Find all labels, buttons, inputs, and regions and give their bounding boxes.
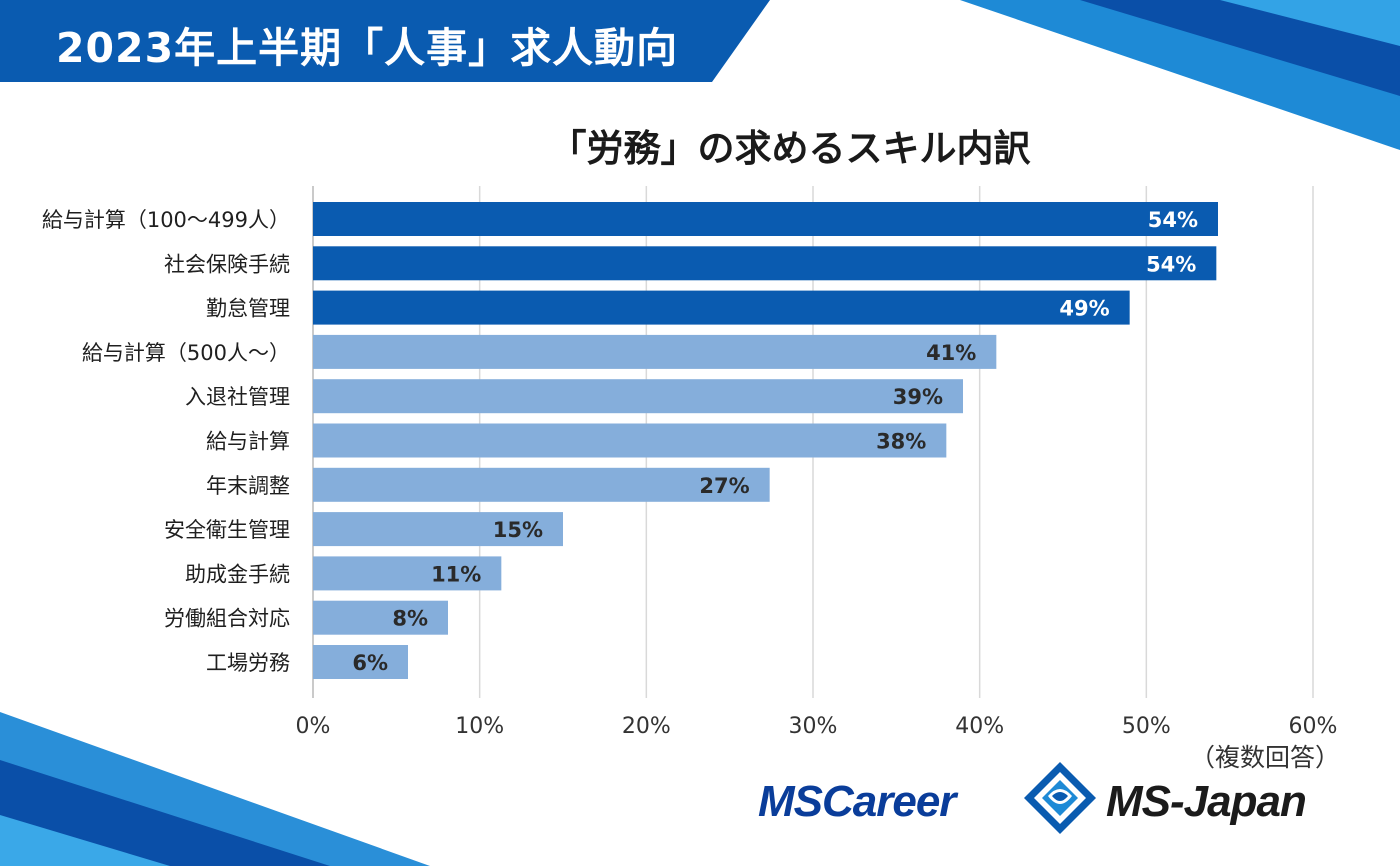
category-label: 給与計算	[206, 430, 290, 454]
top-right-stripe-sky	[1220, 0, 1400, 46]
bar	[313, 556, 502, 591]
category-label: 入退社管理	[185, 385, 290, 409]
bottom-left-stripe-dark	[0, 760, 330, 866]
x-tick-label: 10%	[455, 714, 504, 739]
bar	[313, 290, 1130, 325]
header-banner	[0, 0, 770, 82]
bar	[313, 423, 947, 458]
x-tick-label: 50%	[1122, 714, 1171, 739]
x-tick-label: 40%	[955, 714, 1004, 739]
bottom-left-stripe-sky	[0, 815, 170, 866]
data-label: 15%	[493, 518, 543, 542]
data-label: 38%	[876, 430, 926, 454]
category-label: 安全衛生管理	[164, 518, 290, 542]
data-label: 39%	[893, 385, 943, 409]
data-label: 6%	[352, 651, 388, 675]
category-label: 助成金手続	[185, 562, 290, 586]
category-label: 給与計算（500人〜）	[82, 341, 290, 365]
x-tick-label: 30%	[789, 714, 838, 739]
bar	[313, 379, 963, 414]
data-label: 54%	[1148, 208, 1198, 232]
data-label: 8%	[392, 607, 428, 631]
bar	[313, 512, 563, 547]
chart-title: 「労務」の求めるスキル内訳	[549, 127, 1031, 170]
page-title: 2023年上半期「人事」求人動向	[56, 24, 679, 72]
data-label: 49%	[1059, 297, 1109, 321]
category-label: 給与計算（100〜499人）	[42, 208, 290, 232]
bar	[313, 246, 1217, 281]
x-tick-label: 20%	[622, 714, 671, 739]
bar	[313, 467, 770, 502]
category-label: 勤怠管理	[206, 297, 290, 321]
x-tick-label: 0%	[296, 714, 331, 739]
ms-japan-logo: MS-Japan	[1106, 777, 1307, 826]
category-label: 社会保険手続	[164, 252, 290, 276]
bar	[313, 202, 1218, 236]
data-label: 11%	[431, 562, 481, 586]
data-label: 41%	[926, 341, 976, 365]
mscareer-logo: MSCareer	[758, 777, 956, 826]
bar	[313, 645, 408, 679]
x-tick-label: 60%	[1289, 714, 1338, 739]
bar	[313, 600, 448, 635]
multiple-answer-note: （複数回答）	[1189, 743, 1340, 772]
category-label: 工場労務	[206, 651, 290, 675]
category-label: 労働組合対応	[164, 607, 290, 631]
data-label: 54%	[1146, 252, 1196, 276]
bar	[313, 334, 997, 369]
data-label: 27%	[699, 474, 749, 498]
category-label: 年末調整	[206, 474, 290, 498]
ms-japan-emblem-icon	[1024, 762, 1096, 834]
